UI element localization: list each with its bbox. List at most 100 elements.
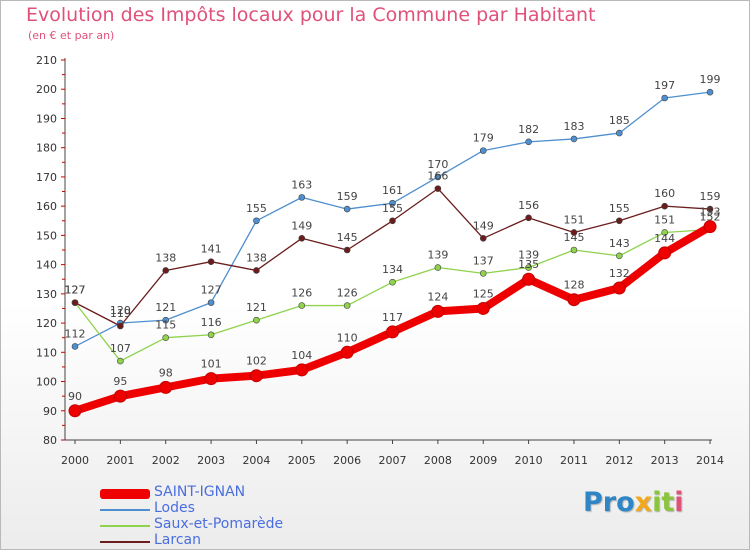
data-point — [71, 343, 79, 350]
data-label: 132 — [609, 267, 630, 280]
data-point — [71, 299, 79, 306]
legend-label: SAINT-IGNAN — [154, 484, 246, 500]
data-label: 107 — [110, 342, 131, 355]
data-label: 143 — [609, 237, 630, 250]
y-tick-label: 170 — [36, 171, 57, 184]
data-label: 119 — [110, 307, 131, 320]
data-point — [207, 331, 215, 339]
data-point — [249, 369, 263, 383]
data-label: 141 — [201, 243, 222, 256]
data-point — [479, 147, 487, 154]
data-point — [525, 264, 532, 271]
data-point — [253, 267, 260, 274]
data-point — [661, 229, 668, 236]
data-point — [386, 325, 400, 339]
line-chart: 8090100110120130140150160170180190200210… — [36, 54, 724, 467]
data-label: 125 — [473, 287, 494, 300]
x-tick-label: 2005 — [288, 454, 316, 467]
proxiti-logo: Proxiti — [583, 487, 684, 518]
data-point — [295, 363, 309, 377]
data-label: 117 — [382, 311, 403, 324]
data-label: 127 — [201, 284, 222, 297]
data-label: 199 — [700, 73, 721, 86]
data-label: 121 — [155, 301, 176, 314]
data-point — [434, 264, 442, 271]
data-point — [525, 214, 532, 222]
data-point — [298, 302, 306, 309]
data-point — [476, 301, 490, 315]
x-tick-label: 2010 — [515, 454, 543, 467]
data-label: 153 — [700, 206, 721, 219]
data-label: 138 — [246, 251, 267, 264]
data-label: 134 — [382, 263, 403, 276]
y-tick-label: 80 — [43, 434, 57, 447]
data-label: 185 — [609, 114, 630, 127]
data-label: 102 — [246, 355, 267, 368]
data-label: 145 — [563, 231, 584, 244]
data-point — [389, 278, 396, 286]
data-point — [522, 272, 536, 286]
data-point — [525, 138, 532, 146]
data-label: 121 — [246, 301, 267, 314]
y-tick-label: 130 — [36, 288, 57, 301]
data-label: 139 — [427, 249, 448, 262]
data-label: 138 — [155, 251, 176, 264]
data-point — [479, 270, 487, 277]
y-tick-label: 150 — [36, 229, 57, 242]
logo-part: Pro — [583, 487, 635, 518]
data-point — [204, 372, 218, 386]
x-tick-label: 2011 — [560, 454, 588, 467]
data-point — [340, 345, 354, 359]
data-point — [434, 185, 442, 192]
logo-part: i — [674, 487, 684, 518]
data-point — [479, 235, 487, 242]
x-tick-label: 2004 — [242, 454, 270, 467]
data-point — [706, 205, 714, 213]
data-point — [389, 199, 396, 207]
x-tick-label: 2007 — [379, 454, 407, 467]
data-point — [389, 217, 396, 225]
data-label: 104 — [291, 349, 312, 362]
data-label: 197 — [654, 79, 675, 92]
data-point — [162, 267, 170, 274]
data-label: 151 — [654, 213, 675, 226]
chart-title: Evolution des Impôts locaux pour la Comm… — [26, 4, 596, 26]
data-point — [207, 258, 215, 265]
data-point — [658, 246, 672, 260]
y-tick-label: 160 — [36, 200, 57, 213]
x-tick-label: 2000 — [61, 454, 89, 467]
data-label: 155 — [382, 202, 403, 215]
x-tick-label: 2012 — [605, 454, 633, 467]
data-point — [113, 389, 127, 403]
x-tick-label: 2014 — [696, 454, 724, 467]
data-point — [434, 173, 442, 181]
data-label: 120 — [110, 304, 131, 317]
legend-label: Saux-et-Pomarède — [154, 516, 284, 532]
data-point — [298, 235, 306, 242]
data-label: 90 — [68, 390, 82, 403]
legend-label: Larcan — [154, 532, 201, 548]
data-label: 126 — [291, 287, 312, 300]
data-point — [567, 293, 581, 307]
y-tick-label: 210 — [36, 54, 57, 67]
y-tick-label: 200 — [36, 83, 57, 96]
data-label: 166 — [427, 170, 448, 183]
data-label: 95 — [113, 375, 127, 388]
data-point — [661, 202, 668, 210]
x-tick-label: 2002 — [152, 454, 180, 467]
data-label: 163 — [291, 178, 312, 191]
y-tick-label: 190 — [36, 112, 57, 125]
data-label: 161 — [382, 184, 403, 197]
chart-subtitle: (en € et par an) — [28, 29, 115, 42]
data-label: 128 — [563, 279, 584, 292]
data-label: 179 — [473, 132, 494, 145]
data-label: 139 — [518, 249, 539, 262]
data-label: 127 — [65, 284, 86, 297]
data-point — [431, 304, 445, 318]
x-tick-label: 2006 — [333, 454, 361, 467]
data-point — [117, 357, 124, 365]
x-tick-label: 2009 — [469, 454, 497, 467]
y-tick-label: 180 — [36, 142, 57, 155]
data-label: 126 — [337, 287, 358, 300]
data-point — [343, 246, 351, 254]
